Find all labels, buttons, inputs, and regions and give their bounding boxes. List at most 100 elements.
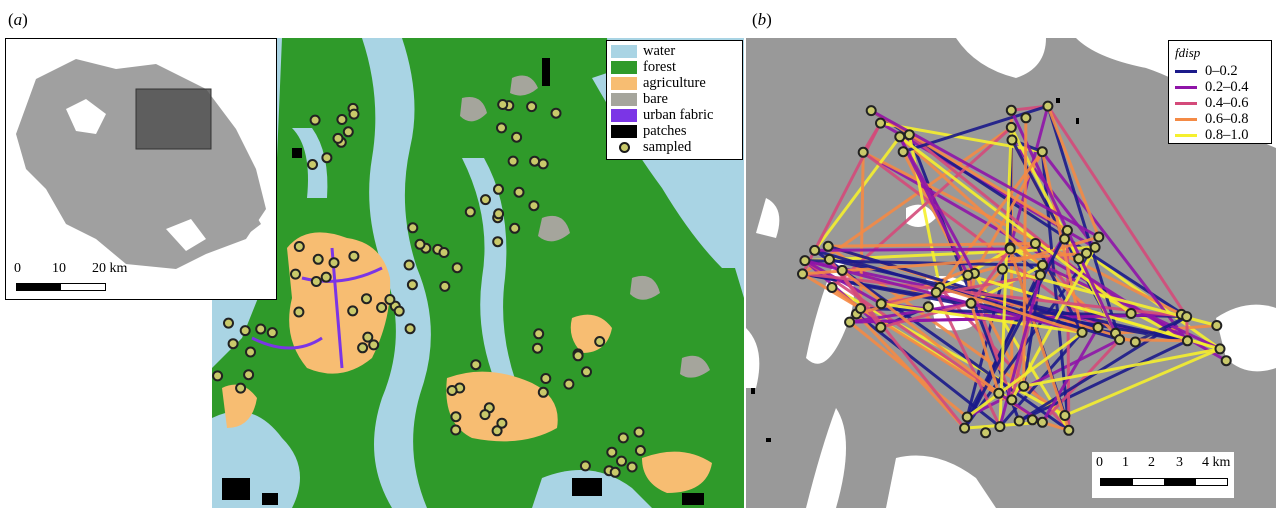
sample-site-marker <box>540 373 552 384</box>
sample-site-marker <box>480 194 491 206</box>
sample-site-marker <box>446 385 458 396</box>
sample-site-marker <box>581 366 592 378</box>
network-node <box>996 263 1008 275</box>
fdisp-legend: fdisp 0–0.2 0.2–0.4 0.4–0.6 0.6–0.8 0.8–… <box>1168 40 1272 144</box>
sample-site-marker <box>450 411 462 423</box>
inset-scale-bar <box>16 283 106 291</box>
network-node <box>1073 253 1085 265</box>
water-swatch <box>611 44 637 58</box>
network-link <box>969 302 1001 394</box>
network-link <box>1041 150 1189 342</box>
sample-site-marker <box>579 460 591 472</box>
legend-item-patches: patches <box>611 123 738 139</box>
sample-site-marker <box>594 336 606 347</box>
network-node <box>1036 146 1048 158</box>
fdisp-legend-item: 0.6–0.8 <box>1175 111 1265 127</box>
network-node <box>799 255 811 267</box>
sample-site-marker <box>357 342 369 354</box>
network-node <box>897 146 909 158</box>
network-link <box>939 286 1083 334</box>
network-link <box>969 248 1012 305</box>
sample-site-marker <box>507 155 519 167</box>
fdisp-legend-item: 0.8–1.0 <box>1175 127 1265 143</box>
network-link <box>1041 263 1221 351</box>
panel-a-label: (a) <box>8 10 28 29</box>
network-node <box>965 297 977 309</box>
km-scale-bar <box>1100 478 1228 486</box>
bare-swatch <box>611 92 637 106</box>
network-node <box>875 321 887 333</box>
sample-site-marker <box>376 302 388 313</box>
network-node <box>1129 336 1141 348</box>
network-node <box>993 387 1005 399</box>
sample-site-marker <box>361 293 372 305</box>
sample-site-marker <box>550 107 562 119</box>
sample-site-marker <box>438 247 450 258</box>
sample-site-marker <box>307 159 318 170</box>
network-node <box>1005 121 1017 133</box>
sample-site-marker <box>528 200 540 212</box>
sample-site-marker <box>223 317 234 329</box>
network-node <box>1042 100 1054 112</box>
sample-site-marker <box>616 455 627 467</box>
network-link <box>802 251 1087 276</box>
network-node <box>930 286 942 298</box>
network-node <box>844 316 856 328</box>
sample-site-marker <box>404 323 416 335</box>
sample-site-marker <box>609 466 621 478</box>
sample-site-marker <box>533 328 545 340</box>
sample-site-marker <box>491 425 503 437</box>
sample-site-marker <box>227 338 239 350</box>
network-node <box>857 146 869 158</box>
overview-inset-map: 0 10 20 km <box>5 38 277 300</box>
km-scale-tick: 2 <box>1148 455 1155 470</box>
fdisp-legend-item: 0.4–0.6 <box>1175 95 1265 111</box>
network-link <box>1046 105 1122 341</box>
network-node <box>1211 320 1223 331</box>
sample-site-marker <box>496 417 508 429</box>
network-node <box>823 253 835 265</box>
fdisp-swatch-1 <box>1175 85 1197 89</box>
network-node <box>1092 322 1104 333</box>
inset-scale-tick: 0 <box>14 261 21 276</box>
network-link <box>1046 105 1188 318</box>
sample-site-marker <box>493 183 504 195</box>
sample-site-marker <box>617 432 629 444</box>
sample-site-marker <box>348 108 360 120</box>
network-node <box>822 240 834 252</box>
sample-site-marker <box>336 114 348 125</box>
network-node <box>1026 414 1038 426</box>
sample-site-marker <box>450 424 462 436</box>
network-node <box>1114 334 1126 346</box>
network-link <box>998 127 1013 427</box>
legend-item-bare: bare <box>611 91 738 107</box>
sample-site-marker <box>563 378 575 390</box>
agriculture-swatch <box>611 76 637 90</box>
km-scale-tick: 0 <box>1096 455 1103 470</box>
fdisp-swatch-2 <box>1175 101 1197 105</box>
sample-site-marker <box>451 262 463 274</box>
network-node <box>1220 355 1232 367</box>
legend-item-agriculture: agriculture <box>611 75 738 91</box>
network-link <box>855 312 966 430</box>
network-node <box>1013 415 1025 427</box>
network-node <box>1181 311 1193 323</box>
network-link <box>1119 338 1188 343</box>
network-link <box>802 272 1187 319</box>
km-scale-tick: 3 <box>1176 455 1183 470</box>
network-node <box>1018 380 1030 392</box>
network-node <box>1089 241 1101 253</box>
sample-site-marker <box>293 241 305 252</box>
network-node <box>922 301 934 313</box>
km-scale-tick: 4 km <box>1202 455 1231 470</box>
network-link <box>862 150 1183 316</box>
network-link <box>1022 274 1042 387</box>
network-node <box>1006 134 1018 146</box>
sample-site-marker <box>328 257 340 269</box>
network-link <box>804 259 882 306</box>
sample-site-marker <box>245 346 256 358</box>
network-link <box>934 291 1002 428</box>
forest-swatch <box>611 60 637 74</box>
sample-site-marker <box>310 276 322 287</box>
overview-map-shape <box>16 59 266 269</box>
